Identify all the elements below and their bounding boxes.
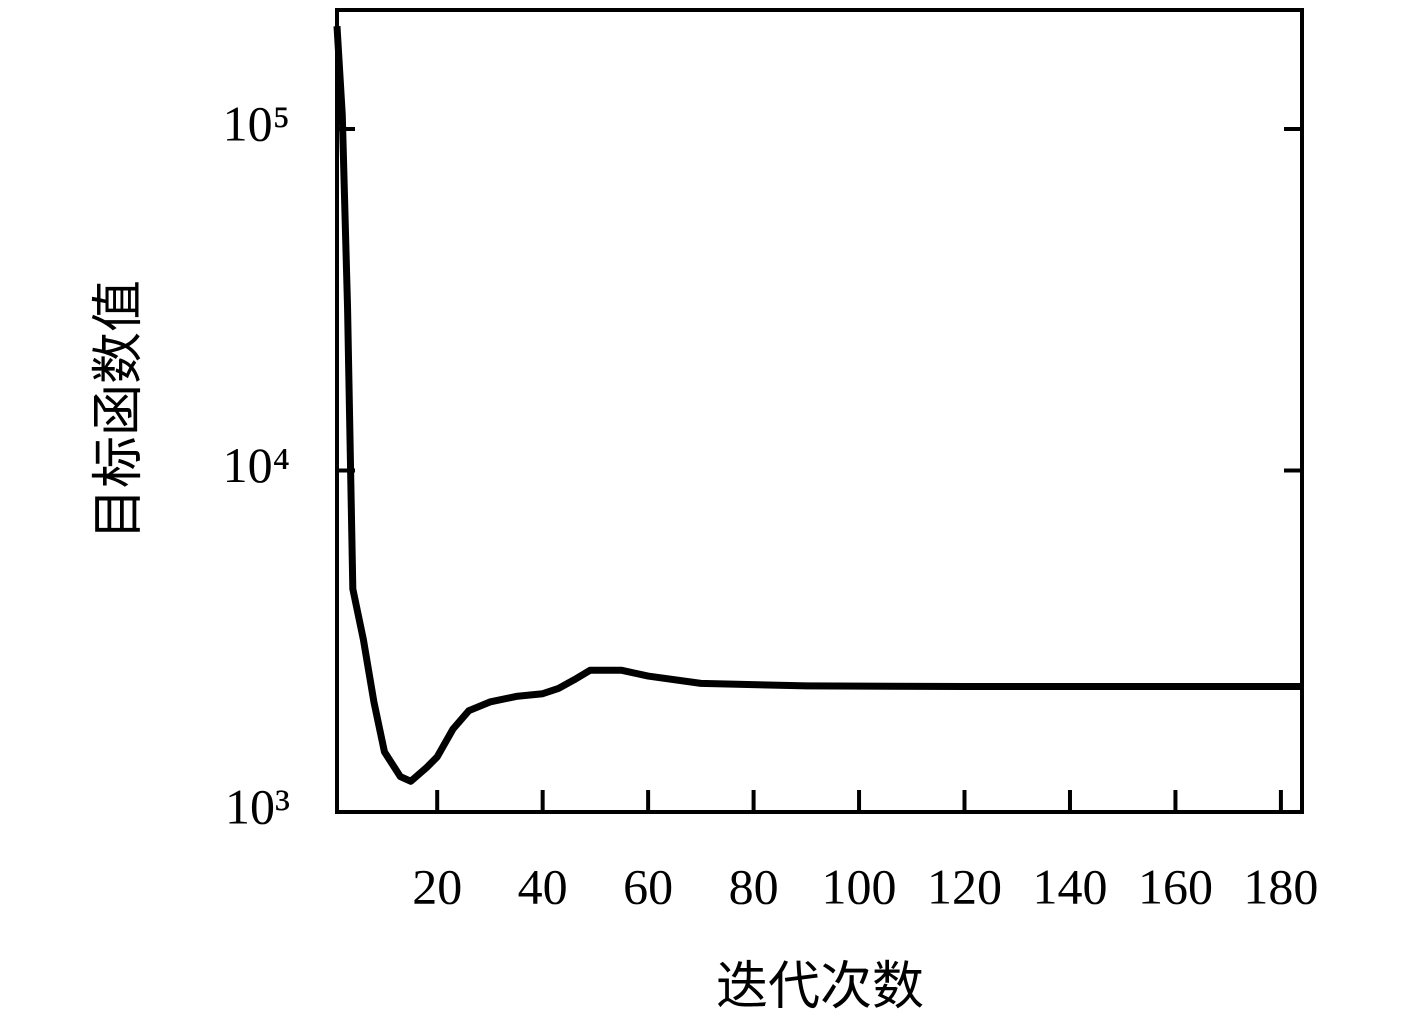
x-tick-label: 60: [623, 858, 673, 914]
x-tick-label: 140: [1032, 858, 1107, 914]
x-tick-label: 80: [729, 858, 779, 914]
y-tick-label: 10⁴: [223, 437, 290, 493]
plot-frame: [335, 8, 1304, 814]
x-axis-label: 迭代次数: [716, 957, 924, 1017]
x-tick-label: 20: [412, 858, 462, 914]
x-tick-label: 160: [1138, 858, 1213, 914]
y-tick-label: 10⁵: [223, 95, 290, 151]
x-tick-label: 180: [1243, 858, 1318, 914]
x-tick-label: 120: [927, 858, 1002, 914]
x-tick-label: 100: [822, 858, 897, 914]
data-line: [333, 25, 1302, 785]
x-tick-label: 40: [518, 858, 568, 914]
y-axis-label: 目标函数值: [89, 280, 149, 540]
y-tick-label: 10³: [225, 778, 290, 834]
